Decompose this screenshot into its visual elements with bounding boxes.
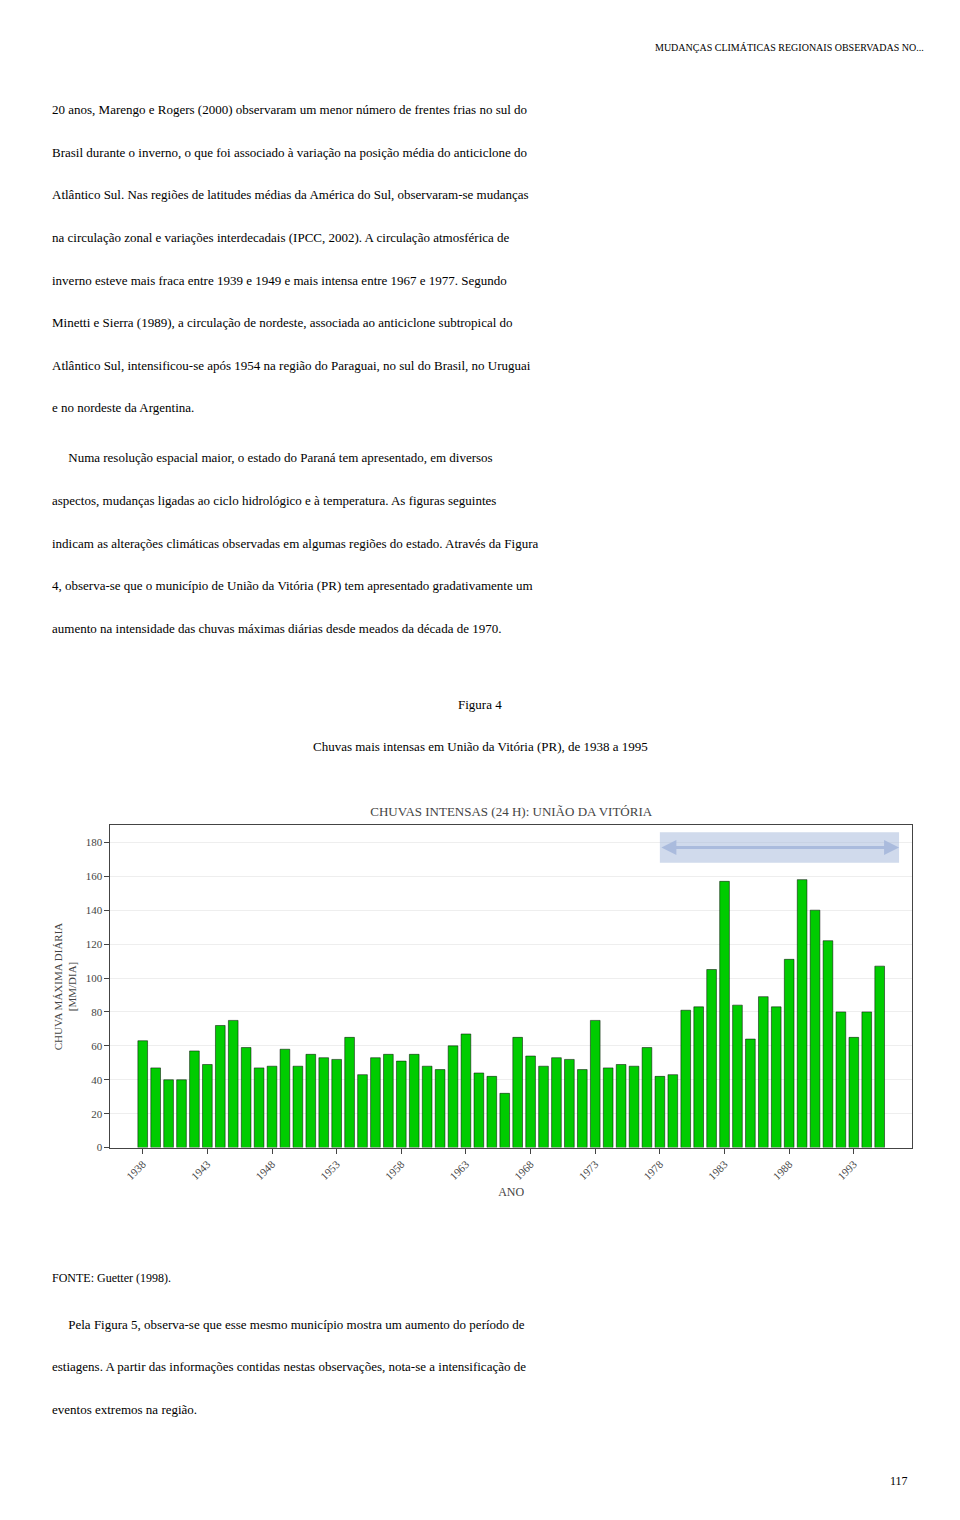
- svg-text:Numa resolução espacial maior,: Numa resolução espacial maior, o estado …: [52, 450, 493, 465]
- svg-text:Chuvas mais intensas em União: Chuvas mais intensas em União da Vitória…: [313, 739, 648, 754]
- svg-text:1938: 1938: [124, 1158, 148, 1182]
- svg-text:1953: 1953: [318, 1158, 342, 1182]
- svg-text:1988: 1988: [770, 1158, 794, 1182]
- svg-text:1958: 1958: [383, 1158, 407, 1182]
- svg-text:na circulação zonal e variaçõe: na circulação zonal e variações interdec…: [52, 230, 510, 245]
- svg-text:1993: 1993: [835, 1158, 859, 1182]
- svg-text:117: 117: [890, 1474, 908, 1488]
- svg-text:MUDANÇAS CLIMÁTICAS REGIONAIS: MUDANÇAS CLIMÁTICAS REGIONAIS OBSERVADAS…: [655, 42, 924, 53]
- svg-text:80: 80: [91, 1006, 103, 1018]
- svg-text:1978: 1978: [641, 1158, 665, 1182]
- svg-text:1968: 1968: [512, 1158, 536, 1182]
- svg-text:FONTE: Guetter (1998).: FONTE: Guetter (1998).: [52, 1271, 171, 1285]
- svg-text:indicam as alterações climátic: indicam as alterações climáticas observa…: [52, 536, 538, 551]
- svg-text:100: 100: [86, 972, 103, 984]
- svg-text:120: 120: [86, 938, 103, 950]
- svg-text:160: 160: [86, 870, 103, 882]
- svg-text:Minetti e Sierra (1989), a cir: Minetti e Sierra (1989), a circulação de…: [52, 315, 513, 330]
- svg-text:CHUVA MÁXIMA DIÁRIA[MM/DIA]: CHUVA MÁXIMA DIÁRIA[MM/DIA]: [52, 923, 78, 1051]
- svg-text:140: 140: [86, 904, 103, 916]
- svg-text:40: 40: [91, 1074, 103, 1086]
- svg-text:aumento na intensidade das chu: aumento na intensidade das chuvas máxima…: [52, 621, 501, 636]
- svg-text:Atlântico Sul, intensificou-se: Atlântico Sul, intensificou-se após 1954…: [52, 358, 531, 373]
- svg-text:1963: 1963: [447, 1158, 471, 1182]
- svg-text:Atlântico Sul. Nas regiões de: Atlântico Sul. Nas regiões de latitudes …: [52, 187, 529, 202]
- svg-text:ANO: ANO: [498, 1185, 524, 1199]
- svg-text:Pela Figura 5, observa-se que: Pela Figura 5, observa-se que esse mesmo…: [52, 1317, 525, 1332]
- svg-text:1983: 1983: [706, 1158, 730, 1182]
- svg-text:20 anos, Marengo e Rogers (200: 20 anos, Marengo e Rogers (2000) observa…: [52, 102, 527, 117]
- svg-text:eventos extremos na região.: eventos extremos na região.: [52, 1402, 197, 1417]
- svg-text:Brasil durante o inverno, o qu: Brasil durante o inverno, o que foi asso…: [52, 145, 527, 160]
- svg-text:1943: 1943: [189, 1158, 213, 1182]
- svg-text:1948: 1948: [253, 1158, 277, 1182]
- svg-text:inverno esteve mais fraca entr: inverno esteve mais fraca entre 1939 e 1…: [52, 273, 507, 288]
- svg-text:60: 60: [91, 1040, 103, 1052]
- svg-text:180: 180: [86, 836, 103, 848]
- svg-text:1973: 1973: [577, 1158, 601, 1182]
- svg-text:aspectos, mudanças ligadas ao: aspectos, mudanças ligadas ao ciclo hidr…: [52, 493, 496, 508]
- svg-text:e no nordeste da Argentina.: e no nordeste da Argentina.: [52, 400, 194, 415]
- svg-text:0: 0: [97, 1141, 103, 1153]
- svg-text:CHUVAS INTENSAS (24 H): UNIÃO: CHUVAS INTENSAS (24 H): UNIÃO DA VITÓRIA: [370, 804, 653, 819]
- svg-text:Figura 4: Figura 4: [458, 697, 502, 712]
- svg-text:4, observa-se que o município: 4, observa-se que o município de União d…: [52, 578, 533, 593]
- svg-text:estiagens. A partir das inform: estiagens. A partir das informações cont…: [52, 1359, 526, 1374]
- svg-text:20: 20: [91, 1108, 103, 1120]
